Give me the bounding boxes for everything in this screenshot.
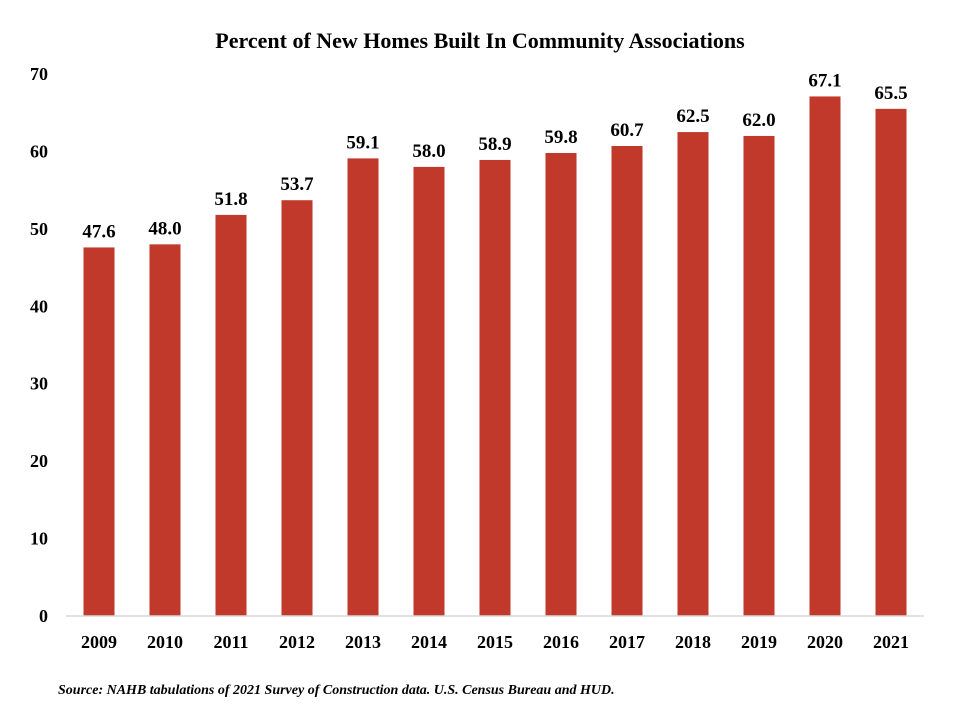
y-axis-ticks: 0 10 20 30 40 50 60 70 xyxy=(30,64,48,626)
bar xyxy=(743,135,775,616)
y-tick-label: 30 xyxy=(30,374,48,394)
bar xyxy=(611,146,643,616)
x-tick-label: 2010 xyxy=(147,632,183,652)
bar-value-label: 58.9 xyxy=(478,134,511,155)
bar-value-label: 51.8 xyxy=(214,189,247,210)
x-tick-label: 2009 xyxy=(81,632,117,652)
bar-value-label: 59.8 xyxy=(544,127,577,148)
x-tick-label: 2021 xyxy=(873,632,909,652)
bar xyxy=(479,159,511,616)
bar xyxy=(83,247,115,616)
chart-title: Percent of New Homes Built In Community … xyxy=(215,28,745,53)
bars-group xyxy=(83,96,907,617)
x-tick-label: 2013 xyxy=(345,632,381,652)
y-tick-label: 50 xyxy=(30,219,48,239)
x-tick-label: 2015 xyxy=(477,632,513,652)
bar-value-label: 62.0 xyxy=(742,110,775,131)
x-axis-ticks: 2009 2010 2011 2012 2013 2014 2015 2016 2017 2018… xyxy=(81,632,909,652)
y-tick-label: 20 xyxy=(30,451,48,471)
bar xyxy=(545,152,577,616)
y-tick-label: 0 xyxy=(39,606,48,626)
bar xyxy=(413,166,445,616)
bar xyxy=(875,108,907,616)
y-tick-label: 60 xyxy=(30,141,48,161)
bar-value-label: 48.0 xyxy=(148,218,181,239)
bar-value-label: 53.7 xyxy=(280,174,314,195)
x-tick-label: 2019 xyxy=(741,632,777,652)
bar-value-label: 60.7 xyxy=(610,120,644,141)
bar-value-label: 59.1 xyxy=(346,132,379,153)
bar xyxy=(809,96,841,616)
x-tick-label: 2017 xyxy=(609,632,645,652)
x-tick-label: 2011 xyxy=(213,632,248,652)
bar xyxy=(149,244,181,617)
x-tick-label: 2020 xyxy=(807,632,843,652)
bar-value-label: 58.0 xyxy=(412,141,445,162)
bar-value-label: 65.5 xyxy=(874,83,907,104)
bar xyxy=(215,214,247,617)
x-tick-label: 2014 xyxy=(411,632,447,652)
bar-value-label: 47.6 xyxy=(82,221,115,242)
source-note: Source: NAHB tabulations of 2021 Survey … xyxy=(58,683,615,698)
x-tick-label: 2012 xyxy=(279,632,315,652)
y-tick-label: 10 xyxy=(30,529,48,549)
bar-value-label: 67.1 xyxy=(808,70,841,91)
bar xyxy=(281,200,313,617)
x-tick-label: 2016 xyxy=(543,632,579,652)
x-tick-label: 2018 xyxy=(675,632,711,652)
bar xyxy=(347,158,379,616)
bar xyxy=(677,132,709,617)
y-tick-label: 40 xyxy=(30,296,48,316)
y-tick-label: 70 xyxy=(30,64,48,84)
bar-value-label: 62.5 xyxy=(676,106,709,127)
value-labels-group: 47.6 48.0 51.8 53.7 59.1 58.0 58.9 59.8 60.7 62.5… xyxy=(82,70,907,242)
